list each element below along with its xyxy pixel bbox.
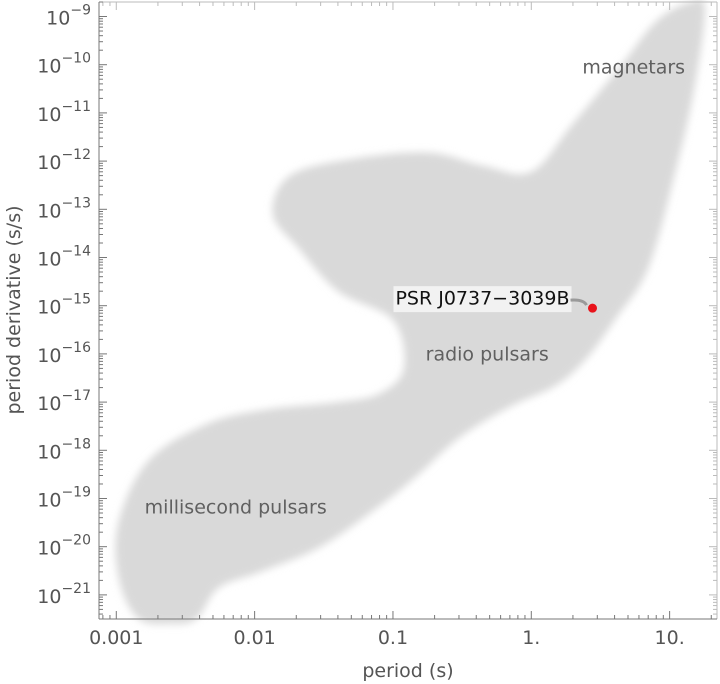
y-tick-base: 10 bbox=[37, 56, 61, 78]
y-axis-title: period derivative (s/s) bbox=[3, 205, 25, 414]
y-tick-exponent: −10 bbox=[61, 51, 91, 67]
data-points bbox=[588, 303, 598, 313]
y-tick-base: 10 bbox=[37, 200, 61, 222]
x-tick-label: 1. bbox=[522, 627, 540, 649]
y-tick-label: 10−12 bbox=[37, 147, 91, 174]
y-tick-exponent: −19 bbox=[61, 484, 91, 500]
y-tick-label: 10−15 bbox=[37, 292, 91, 319]
x-tick-label: 10. bbox=[655, 627, 685, 649]
y-tick-label: 10−19 bbox=[37, 484, 91, 511]
y-tick-label: 10−21 bbox=[37, 581, 91, 608]
callout-background bbox=[393, 286, 572, 313]
y-tick-base: 10 bbox=[37, 393, 61, 415]
y-tick-label: 10−18 bbox=[37, 436, 91, 463]
y-tick-label: 10−20 bbox=[37, 533, 91, 560]
y-tick-label: 10−17 bbox=[37, 388, 91, 415]
y-tick-base: 10 bbox=[37, 104, 61, 126]
x-tick-label: 0.001 bbox=[89, 627, 143, 649]
y-tick-base: 10 bbox=[37, 248, 61, 270]
y-tick-base: 10 bbox=[37, 586, 61, 608]
y-tick-exponent: −13 bbox=[61, 195, 91, 211]
callout-leader-line bbox=[570, 298, 588, 306]
y-tick-label: 10−14 bbox=[37, 243, 91, 270]
x-axis-ticks: 0.001 0.01 0.1 1. 10. bbox=[89, 2, 712, 649]
y-tick-exponent: −17 bbox=[61, 388, 91, 404]
y-tick-exponent: −14 bbox=[61, 243, 91, 259]
y-tick-exponent: −12 bbox=[61, 147, 91, 163]
plot-area: magnetars radio pulsars millisecond pulsar… bbox=[115, 0, 705, 625]
y-tick-base: 10 bbox=[37, 297, 61, 319]
region-label-magnetars: magnetars bbox=[582, 57, 685, 79]
y-tick-label: 10−13 bbox=[37, 195, 91, 222]
y-tick-exponent: −9 bbox=[70, 3, 91, 19]
callout: PSR J0737−3039B bbox=[393, 286, 588, 313]
region-labels: magnetars radio pulsars millisecond pulsar… bbox=[145, 57, 685, 519]
y-tick-label: 10−11 bbox=[37, 99, 91, 126]
y-tick-exponent: −11 bbox=[61, 99, 91, 115]
y-tick-base: 10 bbox=[37, 441, 61, 463]
y-tick-exponent: −16 bbox=[61, 340, 91, 356]
y-tick-base: 10 bbox=[37, 345, 61, 367]
y-axis-ticks: 10−910−1010−1110−1210−1310−1410−1510−161… bbox=[37, 1, 717, 615]
region-label-millisecond-pulsars: millisecond pulsars bbox=[145, 497, 327, 519]
y-tick-label: 10−10 bbox=[37, 51, 91, 78]
x-tick-label: 0.1 bbox=[378, 627, 408, 649]
region-label-radio-pulsars: radio pulsars bbox=[426, 343, 549, 365]
callout-label: PSR J0737−3039B bbox=[395, 288, 569, 310]
y-tick-exponent: −18 bbox=[61, 436, 91, 452]
data-point-psr-j0737 bbox=[588, 303, 598, 313]
y-tick-exponent: −15 bbox=[61, 292, 91, 308]
x-axis-title: period (s) bbox=[362, 660, 453, 682]
y-tick-label: 10−16 bbox=[37, 340, 91, 367]
y-tick-exponent: −21 bbox=[61, 581, 91, 597]
y-tick-base: 10 bbox=[37, 538, 61, 560]
y-tick-base: 10 bbox=[37, 152, 61, 174]
y-tick-exponent: −20 bbox=[61, 533, 91, 549]
y-tick-base: 10 bbox=[37, 489, 61, 511]
y-tick-label: 10−9 bbox=[46, 3, 91, 30]
y-tick-base: 10 bbox=[46, 8, 70, 30]
x-tick-label: 0.01 bbox=[233, 627, 275, 649]
